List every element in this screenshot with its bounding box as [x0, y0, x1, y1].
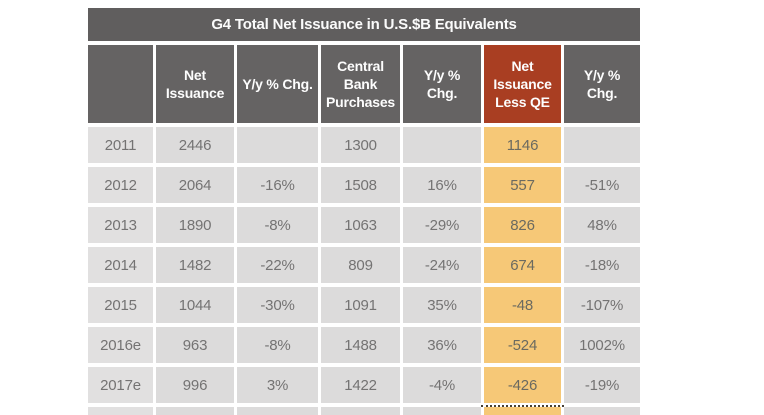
net-issuance-less-qe-cell: 826 — [484, 207, 561, 243]
central-bank-purchases-cell: 1091 — [321, 287, 400, 323]
yy-chg-cell: -8% — [237, 327, 318, 363]
yy-chg-cell — [564, 407, 640, 415]
net-issuance-cell — [156, 407, 234, 415]
column-header-net-issuance-less-qe: Net Issuance Less QE — [484, 45, 561, 123]
year-cell: 2011 — [88, 127, 153, 163]
net-issuance-less-qe-cell: 557 — [484, 167, 561, 203]
net-issuance-cell: 963 — [156, 327, 234, 363]
column-header-net-issuance: Net Issuance — [156, 45, 234, 123]
yy-chg-cell: -51% — [564, 167, 640, 203]
issuance-table-panel: G4 Total Net Issuance in U.S.$B Equivale… — [88, 8, 640, 415]
net-issuance-less-qe-cell: -48 — [484, 287, 561, 323]
year-cell: 2015 — [88, 287, 153, 323]
yy-chg-cell: 48% — [564, 207, 640, 243]
central-bank-purchases-cell: 1508 — [321, 167, 400, 203]
yy-chg-cell: 16% — [403, 167, 481, 203]
column-header-yy-chg-3: Y/y % Chg. — [564, 45, 640, 123]
net-issuance-cell: 1482 — [156, 247, 234, 283]
yy-chg-cell — [237, 407, 318, 415]
yy-chg-cell: -8% — [237, 207, 318, 243]
column-header-yy-chg-2: Y/y % Chg. — [403, 45, 481, 123]
net-issuance-cell: 996 — [156, 367, 234, 403]
central-bank-purchases-cell: 1488 — [321, 327, 400, 363]
yy-chg-cell: -29% — [403, 207, 481, 243]
yy-chg-cell: 36% — [403, 327, 481, 363]
yy-chg-cell: 1002% — [564, 327, 640, 363]
issuance-table: Net Issuance Y/y % Chg. Central Bank Pur… — [88, 45, 640, 415]
central-bank-purchases-cell: 1422 — [321, 367, 400, 403]
yy-chg-cell: 3% — [237, 367, 318, 403]
yy-chg-cell: -4% — [403, 367, 481, 403]
table-title: G4 Total Net Issuance in U.S.$B Equivale… — [88, 8, 640, 41]
yy-chg-cell: -16% — [237, 167, 318, 203]
year-cell: 2012 — [88, 167, 153, 203]
yy-chg-cell: -18% — [564, 247, 640, 283]
year-cell: 2017e — [88, 367, 153, 403]
net-issuance-cell: 2064 — [156, 167, 234, 203]
yy-chg-cell: -107% — [564, 287, 640, 323]
net-issuance-cell: 1044 — [156, 287, 234, 323]
year-cell: 2014 — [88, 247, 153, 283]
yy-chg-cell: -30% — [237, 287, 318, 323]
yy-chg-cell — [564, 127, 640, 163]
yy-chg-cell: -24% — [403, 247, 481, 283]
yy-chg-cell: -19% — [564, 367, 640, 403]
net-issuance-less-qe-cell: 1146 — [484, 127, 561, 163]
yy-chg-cell — [237, 127, 318, 163]
net-issuance-cell: 1890 — [156, 207, 234, 243]
net-issuance-cell: 2446 — [156, 127, 234, 163]
net-issuance-less-qe-cell: -524 — [484, 327, 561, 363]
column-header-central-bank-purchases: Central Bank Purchases — [321, 45, 400, 123]
central-bank-purchases-cell: 1063 — [321, 207, 400, 243]
column-header-yy-chg-1: Y/y % Chg. — [237, 45, 318, 123]
central-bank-purchases-cell: 1300 — [321, 127, 400, 163]
central-bank-purchases-cell — [321, 407, 400, 415]
yy-chg-cell — [403, 407, 481, 415]
year-cell: 2016e — [88, 327, 153, 363]
yy-chg-cell: -22% — [237, 247, 318, 283]
net-issuance-less-qe-cell — [484, 407, 561, 415]
central-bank-purchases-cell: 809 — [321, 247, 400, 283]
yy-chg-cell — [403, 127, 481, 163]
net-issuance-less-qe-cell: -426 — [481, 367, 564, 407]
column-header-year — [88, 45, 153, 123]
yy-chg-cell: 35% — [403, 287, 481, 323]
year-cell — [88, 407, 153, 415]
net-issuance-less-qe-cell: 674 — [484, 247, 561, 283]
year-cell: 2013 — [88, 207, 153, 243]
